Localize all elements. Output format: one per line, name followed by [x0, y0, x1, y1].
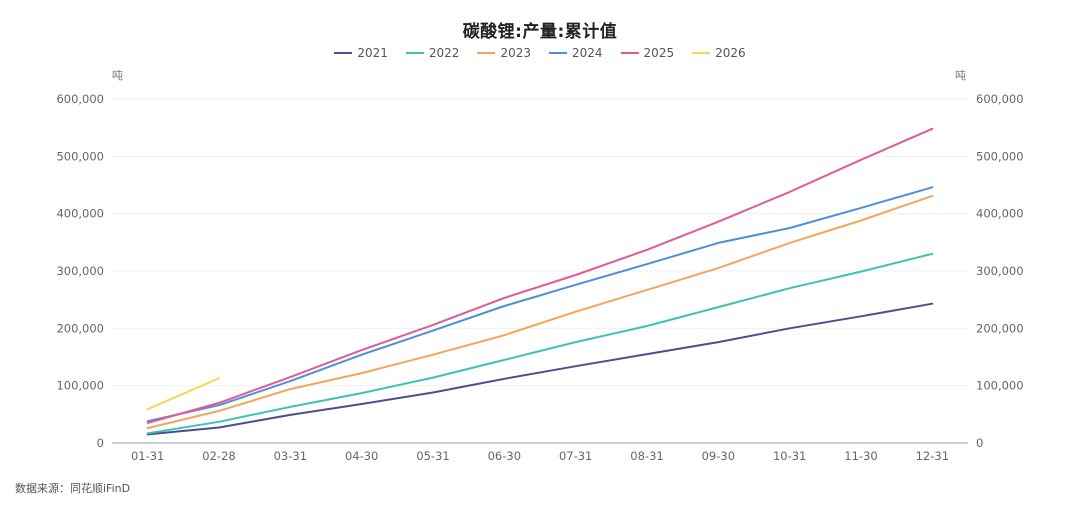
legend-line-icon [477, 52, 496, 54]
x-tick-label: 03-31 [274, 449, 307, 463]
x-tick-label: 09-30 [702, 449, 735, 463]
x-tick-label: 04-30 [345, 449, 378, 463]
y-tick-label-right: 400,000 [976, 207, 1024, 221]
legend-item-2024[interactable]: 2024 [549, 46, 603, 60]
chart-title: 碳酸锂:产量:累计值 [462, 22, 618, 42]
legend-item-2025[interactable]: 2025 [620, 46, 675, 60]
legend-line-icon [549, 52, 567, 54]
y-tick-label-right: 600,000 [976, 92, 1024, 106]
legend-label: 2022 [428, 46, 460, 60]
series-line-2022[interactable] [146, 252, 934, 435]
y-tick-label-left: 500,000 [56, 149, 104, 163]
x-tick-label: 10-31 [773, 449, 806, 463]
left-axis-unit: 吨 [112, 69, 123, 82]
x-tick-label: 02-28 [202, 449, 235, 463]
y-tick-label-right: 300,000 [976, 264, 1024, 278]
y-tick-label-right: 500,000 [976, 149, 1024, 163]
y-tick-label-left: 100,000 [56, 379, 104, 393]
x-tick-label: 08-31 [630, 449, 663, 463]
legend-label: 2024 [572, 46, 603, 60]
y-tick-label-right: 0 [976, 436, 983, 450]
legend-line-icon [692, 52, 711, 54]
legend-label: 2025 [643, 46, 675, 60]
legend-item-2023[interactable]: 2023 [477, 46, 531, 60]
y-tick-label-right: 200,000 [976, 321, 1024, 335]
legend-item-2021[interactable]: 2021 [334, 46, 388, 60]
x-tick-label: 06-30 [488, 449, 521, 463]
y-tick-label-left: 200,000 [56, 321, 104, 335]
series-line-2021[interactable] [146, 302, 934, 436]
legend: 2021 2022 2023 2024 2025 2026 [0, 46, 1080, 60]
legend-line-icon [334, 52, 353, 54]
legend-label: 2021 [357, 46, 388, 60]
x-tick-label: 12-31 [916, 449, 949, 463]
x-tick-label: 11-30 [844, 449, 877, 463]
series-line-2025[interactable] [146, 127, 934, 424]
series-line-2024[interactable] [146, 186, 934, 423]
x-tick-label: 07-31 [559, 449, 592, 463]
y-tick-label-right: 100,000 [976, 379, 1024, 393]
series-line-2026[interactable] [146, 377, 220, 411]
legend-item-2022[interactable]: 2022 [405, 46, 460, 60]
legend-line-icon [620, 52, 639, 54]
y-tick-label-left: 300,000 [56, 264, 104, 278]
right-axis-unit: 吨 [955, 69, 966, 82]
x-tick-label: 05-31 [416, 449, 449, 463]
y-tick-label-left: 600,000 [56, 92, 104, 106]
data-source-note: 数据来源：同花顺iFinD [15, 482, 131, 495]
y-tick-label-left: 400,000 [56, 207, 104, 221]
x-tick-label: 01-31 [131, 449, 164, 463]
legend-label: 2026 [715, 46, 746, 60]
legend-item-2026[interactable]: 2026 [692, 46, 746, 60]
series-line-2023[interactable] [146, 194, 934, 430]
legend-label: 2023 [500, 46, 531, 60]
legend-line-icon [405, 52, 424, 54]
y-tick-label-left: 0 [97, 436, 104, 450]
